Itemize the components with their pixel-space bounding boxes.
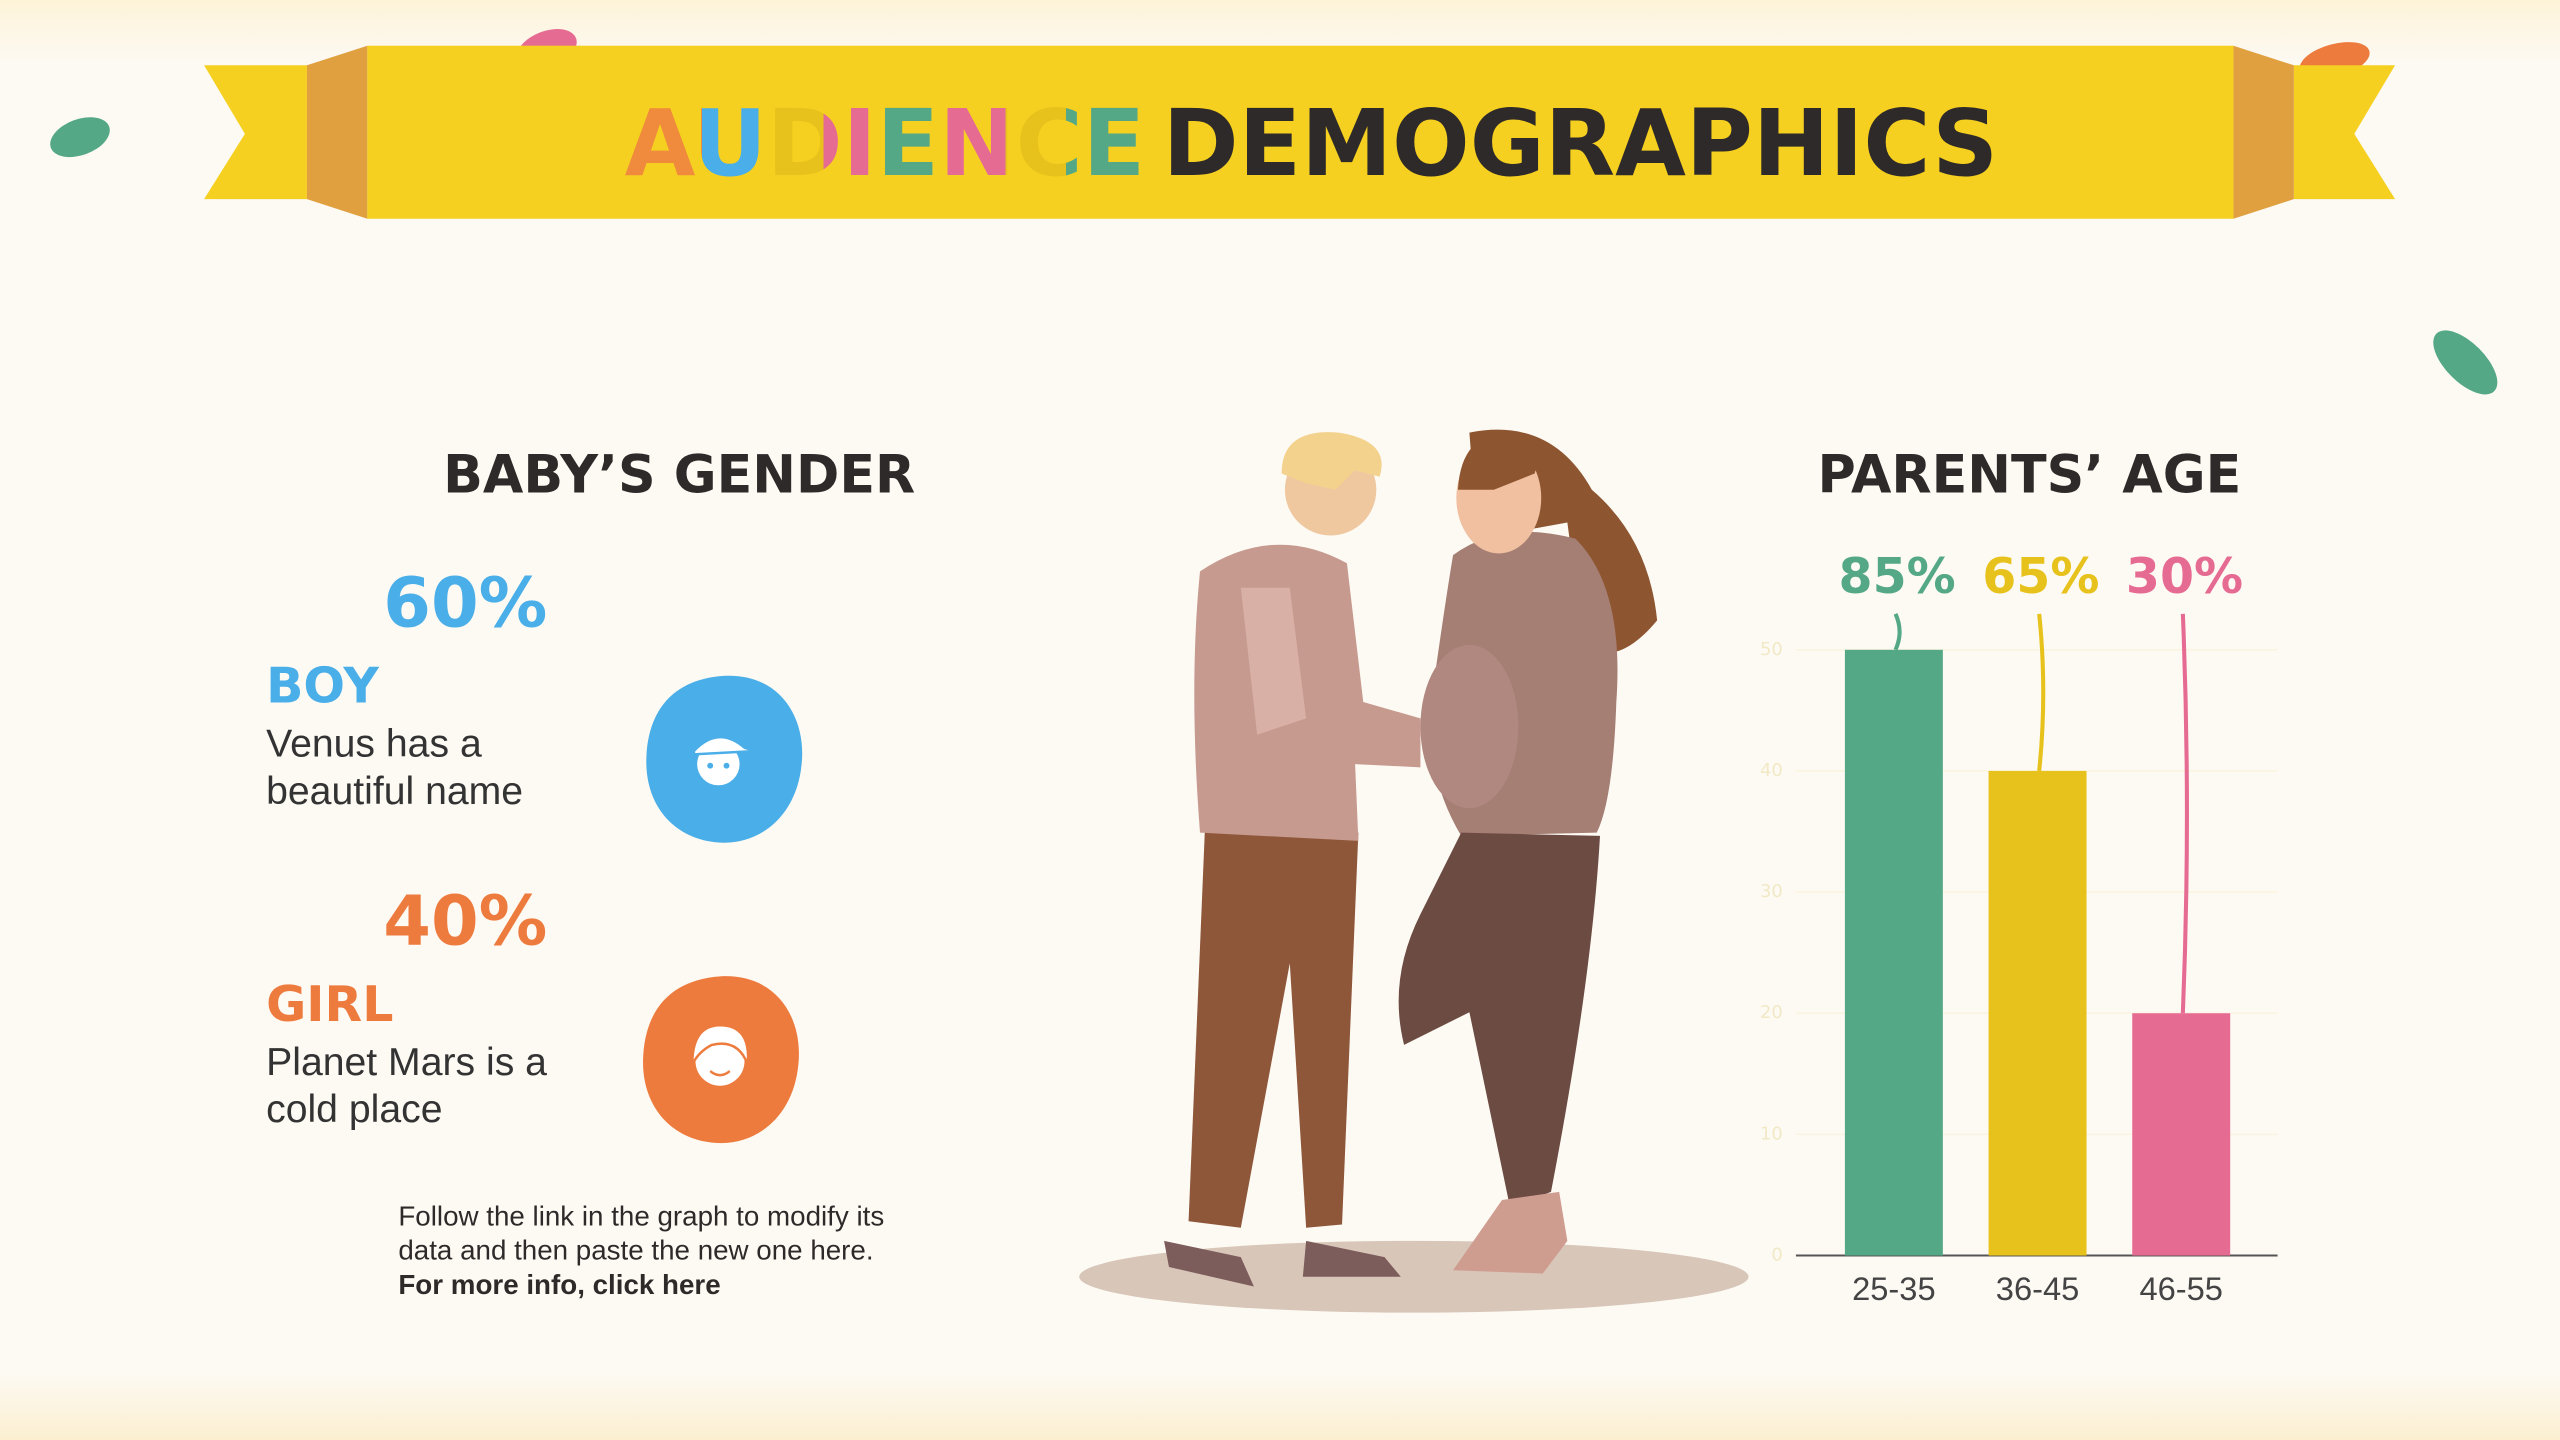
gender-percent: 40%: [383, 882, 547, 962]
bar: [1844, 649, 1943, 1256]
y-tick-label: 0: [1771, 1245, 1782, 1266]
bar: [1988, 770, 2087, 1256]
x-tick-label: 46-55: [2139, 1270, 2222, 1307]
banner-end: [2293, 65, 2396, 200]
title-second: DEMOGRAPHICS: [1163, 90, 1998, 197]
couple-illustration: [1079, 429, 1749, 1313]
section-title: BABY’S GENDER: [443, 445, 915, 505]
banner-fold: [2233, 45, 2294, 219]
gender-label: BOY: [266, 657, 379, 714]
girl-icon: [643, 976, 799, 1144]
note-line: Follow the link in the graph to modify i…: [398, 1200, 884, 1231]
annotation-leader: [2180, 613, 2189, 1014]
boy-icon: [646, 675, 803, 843]
note-line: data and then paste the new one here.: [398, 1235, 873, 1266]
x-tick-label: 36-45: [1996, 1270, 2079, 1307]
gender-text: Venus has a: [266, 722, 482, 765]
bar-chart: PARENTS’ AGE 0 10 20 30 40 50 25-35 85% 36-45 65%…: [1760, 445, 2278, 1307]
y-tick-label: 10: [1760, 1123, 1783, 1144]
gender-list: 60%BOY Venus has a beautiful name 40% GIRL Pl…: [266, 563, 547, 1131]
y-tick-label: 40: [1760, 760, 1783, 781]
gender-text: Planet Mars is a: [266, 1041, 547, 1084]
bar-annotation: 65%: [1982, 548, 2099, 605]
gender-text: beautiful name: [266, 770, 523, 813]
confetti: [50, 117, 110, 158]
gender-percent: 60%: [383, 563, 547, 643]
y-tick-label: 30: [1760, 881, 1783, 902]
banner-end: [204, 65, 307, 200]
chart-title: PARENTS’ AGE: [1817, 445, 2241, 505]
annotation-leader: [1893, 613, 1902, 651]
note-link[interactable]: For more info, click here: [398, 1269, 720, 1300]
y-tick-label: 50: [1760, 639, 1783, 660]
confetti: [2433, 330, 2498, 395]
bar-annotation: 30%: [2126, 548, 2243, 605]
bar: [2132, 1013, 2231, 1256]
gender-text: cold place: [266, 1088, 442, 1131]
title-first: AUDIENCE: [625, 90, 1145, 197]
bottom-strip: [0, 1371, 2560, 1440]
gender-label: GIRL: [266, 976, 393, 1033]
x-tick-label: 25-35: [1852, 1270, 1935, 1307]
annotation-leader: [2037, 613, 2046, 772]
bar-annotation: 85%: [1839, 548, 1956, 605]
banner: [367, 45, 2234, 219]
banner-fold: [306, 45, 368, 219]
y-tick-label: 20: [1760, 1002, 1783, 1023]
